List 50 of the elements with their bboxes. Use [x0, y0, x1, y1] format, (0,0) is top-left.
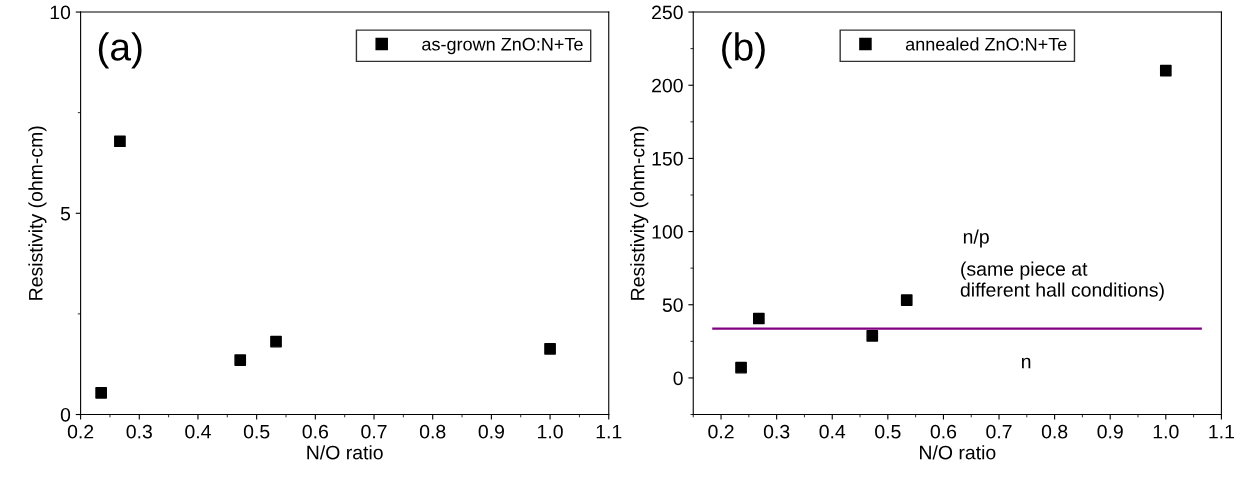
x-tick-label: 0.4: [819, 424, 846, 439]
point: [234, 354, 247, 367]
y-tick-label: 150: [652, 151, 683, 166]
point: [1159, 64, 1172, 77]
point: [270, 335, 282, 348]
x-tick-label: 0.6: [302, 424, 328, 439]
y-tick-label: 10: [50, 5, 71, 20]
y-axis-title: Resistivity (ohm-cm): [630, 126, 649, 300]
y-tick-label: 100: [652, 225, 683, 239]
x-tick-label: 0.6: [930, 424, 957, 439]
y-tick-label: 5: [60, 206, 71, 221]
point: [114, 135, 126, 148]
annotation: (b): [722, 32, 765, 69]
x-tick-label: 0.7: [361, 424, 387, 439]
point: [735, 361, 747, 374]
x-tick-label: 0.7: [986, 424, 1012, 439]
x-tick-label: 0.9: [478, 424, 504, 439]
y-tick-label: 200: [652, 78, 683, 93]
x-axis-title: N/O ratio: [920, 445, 996, 460]
x-tick-label: 0.8: [419, 424, 446, 439]
annotation: n: [1021, 357, 1031, 369]
annotation: n/p: [963, 229, 989, 248]
x-tick-label: 0.9: [1097, 424, 1123, 439]
x-tick-label: 0.5: [243, 424, 270, 439]
y-tick-label: 250: [652, 5, 683, 20]
x-tick-label: 1.1: [1209, 424, 1234, 439]
point: [900, 294, 913, 306]
point: [753, 312, 765, 325]
y-axis-title: Resistivity (ohm-cm): [28, 126, 47, 300]
x-tick-label: 0.2: [708, 424, 734, 439]
x-tick-label: 0.2: [67, 424, 94, 439]
x-tick-label: 0.4: [185, 424, 211, 439]
x-tick-label: 1.1: [596, 424, 622, 439]
x-tick-label: 0.3: [126, 424, 152, 439]
x-tick-label: 0.5: [875, 424, 901, 439]
legend-label: as-grown ZnO:N+Te: [422, 37, 583, 55]
x-tick-label: 0.3: [763, 424, 790, 439]
x-tick-label: 1.0: [1153, 424, 1179, 439]
y-tick-label: 0: [60, 407, 71, 422]
x-axis-title: N/O ratio: [307, 445, 383, 460]
y-tick-label: 50: [662, 298, 683, 312]
point: [95, 386, 107, 399]
annotation: (a): [98, 32, 142, 69]
x-tick-label: 1.0: [538, 424, 563, 439]
point: [866, 330, 879, 342]
legend-label: annealed ZnO:N+Te: [905, 37, 1067, 51]
y-tick-label: 0: [673, 371, 683, 386]
annotation: (same piece at different hall conditions): [960, 261, 1164, 301]
x-tick-label: 0.8: [1041, 424, 1068, 439]
point: [544, 343, 556, 355]
